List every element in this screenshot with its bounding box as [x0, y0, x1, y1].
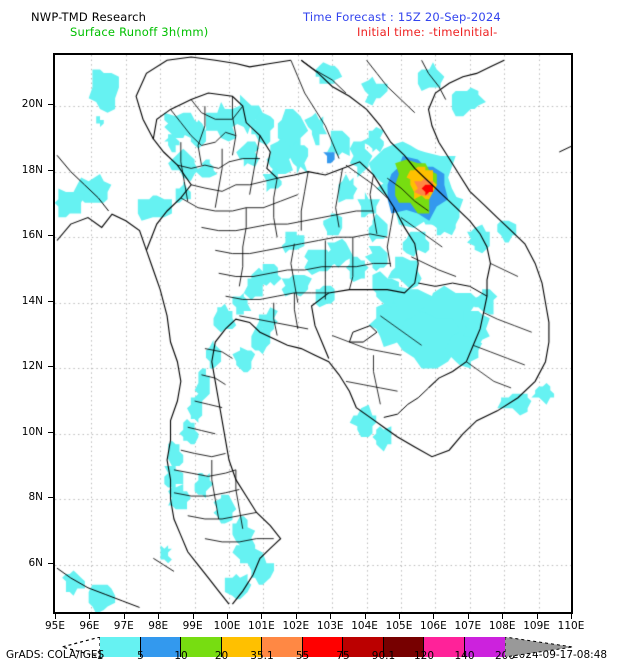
x-axis-tick	[295, 614, 297, 619]
colorbar-swatch	[140, 637, 181, 657]
forecast-time-label: Time Forecast : 15Z 20-Sep-2024	[303, 10, 501, 24]
grads-credit: GrADS: COLA/IGES	[6, 649, 105, 661]
y-axis-label: 16N	[21, 229, 43, 242]
x-axis-label: 106E	[420, 620, 447, 632]
colorbar-swatch	[424, 637, 465, 657]
y-axis-tick	[48, 562, 53, 564]
x-axis-tick	[536, 614, 538, 619]
y-axis-tick	[48, 104, 53, 106]
colorbar-tick-label: 90.1	[371, 650, 396, 662]
map-frame[interactable]	[53, 53, 573, 614]
y-axis-label: 18N	[21, 163, 43, 176]
x-axis-tick	[192, 614, 194, 619]
colorbar-tick-label: 35.1	[250, 650, 274, 662]
x-axis-tick	[502, 614, 504, 619]
x-axis-tick	[330, 614, 332, 619]
y-axis-tick	[48, 300, 53, 302]
colorbar-legend: 1 5 10 20 35.1 55 75 90.1 120 140 200 GrADS: COLA/…	[0, 630, 630, 662]
x-axis-tick	[261, 614, 263, 619]
colorbar-tick-label: 75	[336, 650, 350, 662]
x-axis-label: 110E	[557, 620, 585, 632]
runoff-map-canvas[interactable]	[55, 55, 571, 612]
x-axis-label: 97E	[113, 620, 134, 632]
x-axis-tick	[433, 614, 435, 619]
y-axis-label: 10N	[21, 425, 43, 438]
colorbar-swatch	[343, 637, 384, 657]
x-axis-tick	[399, 614, 400, 619]
colorbar-under-wedge	[59, 636, 101, 658]
colorbar-swatch	[383, 637, 424, 657]
x-axis-label: 103E	[316, 620, 344, 632]
colorbar-tick-label: 55	[295, 650, 310, 662]
x-axis-tick	[123, 614, 125, 619]
x-axis-label: 96E	[79, 620, 100, 632]
x-axis-tick	[89, 614, 91, 619]
x-axis-label: 102E	[282, 620, 310, 632]
x-axis-tick	[571, 614, 572, 619]
colorbar-swatch	[464, 637, 505, 657]
colorbar-swatch	[221, 637, 262, 657]
x-axis-tick	[158, 614, 160, 619]
colorbar-tick-label: 140	[454, 650, 475, 662]
colorbar-tick-label: 120	[413, 650, 435, 662]
x-axis-label: 101E	[248, 620, 275, 632]
y-axis-label: 20N	[21, 98, 43, 111]
y-axis-label: 8N	[28, 491, 43, 504]
y-axis-tick	[48, 169, 53, 171]
colorbar-swatch	[302, 637, 343, 657]
x-axis-tick	[467, 614, 469, 619]
y-axis-tick	[48, 497, 53, 499]
x-axis-label: 100E	[213, 620, 241, 632]
x-axis-tick	[364, 614, 366, 619]
x-axis-label: 109E	[523, 620, 550, 632]
colorbar-tick-label: 5	[137, 650, 144, 662]
y-axis-label: 6N	[28, 556, 43, 569]
x-axis-label: 104E	[351, 620, 378, 632]
colorbar-swatch	[100, 637, 141, 657]
x-axis-label: 99E	[182, 620, 203, 632]
x-axis-label: 105E	[385, 620, 413, 632]
colorbar-tick-label: 10	[174, 650, 188, 662]
header: NWP-TMD Research Surface Runoff 3h(mm) T…	[0, 0, 630, 46]
y-axis-tick	[48, 366, 53, 368]
x-axis-label: 95E	[45, 620, 65, 632]
y-axis-label: 12N	[21, 360, 43, 373]
colorbar-tick-label: 1	[96, 650, 104, 662]
colorbar-swatch	[181, 637, 222, 657]
x-axis-label: 108E	[488, 620, 516, 632]
y-axis-tick	[48, 431, 53, 433]
x-axis-label: 98E	[148, 620, 169, 632]
organization-title: NWP-TMD Research	[31, 10, 147, 24]
colorbar-swatches	[100, 637, 505, 657]
colorbar-over-wedge	[504, 636, 574, 658]
field-title: Surface Runoff 3h(mm)	[70, 25, 209, 39]
colorbar-swatch	[262, 637, 303, 657]
initial-time-label: Initial time: -timeInitial-	[357, 25, 498, 39]
y-axis-tick	[48, 235, 53, 237]
x-axis-tick	[227, 614, 228, 619]
colorbar-tick-label: 20	[214, 650, 229, 662]
y-axis-label: 14N	[21, 294, 43, 307]
x-axis-tick	[55, 614, 56, 619]
x-axis-label: 107E	[454, 620, 482, 632]
